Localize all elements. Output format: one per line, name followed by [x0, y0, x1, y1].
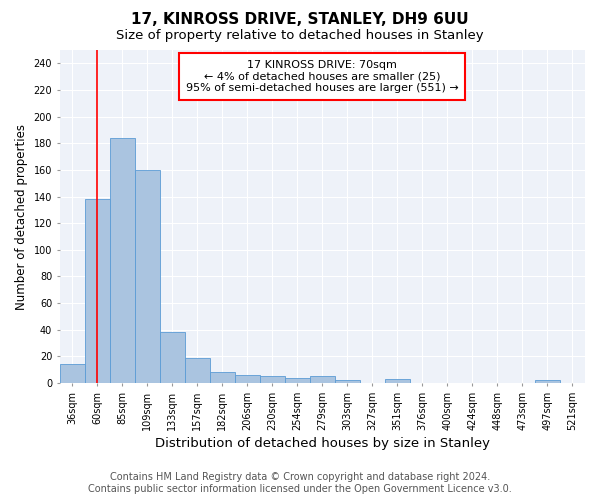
Text: Size of property relative to detached houses in Stanley: Size of property relative to detached ho…: [116, 29, 484, 42]
Bar: [85, 199, 110, 383]
Bar: [335, 380, 360, 383]
Bar: [110, 138, 135, 383]
Bar: [235, 375, 260, 383]
Bar: [310, 376, 335, 383]
Text: 17, KINROSS DRIVE, STANLEY, DH9 6UU: 17, KINROSS DRIVE, STANLEY, DH9 6UU: [131, 12, 469, 28]
X-axis label: Distribution of detached houses by size in Stanley: Distribution of detached houses by size …: [155, 437, 490, 450]
Bar: [60, 364, 85, 383]
Y-axis label: Number of detached properties: Number of detached properties: [15, 124, 28, 310]
Bar: [260, 376, 285, 383]
Bar: [385, 379, 410, 383]
Bar: [285, 378, 310, 383]
Bar: [185, 358, 210, 383]
Bar: [135, 170, 160, 383]
Bar: [210, 372, 235, 383]
Text: 17 KINROSS DRIVE: 70sqm
← 4% of detached houses are smaller (25)
95% of semi-det: 17 KINROSS DRIVE: 70sqm ← 4% of detached…: [186, 60, 459, 93]
Text: Contains HM Land Registry data © Crown copyright and database right 2024.
Contai: Contains HM Land Registry data © Crown c…: [88, 472, 512, 494]
Bar: [535, 380, 560, 383]
Bar: [160, 332, 185, 383]
